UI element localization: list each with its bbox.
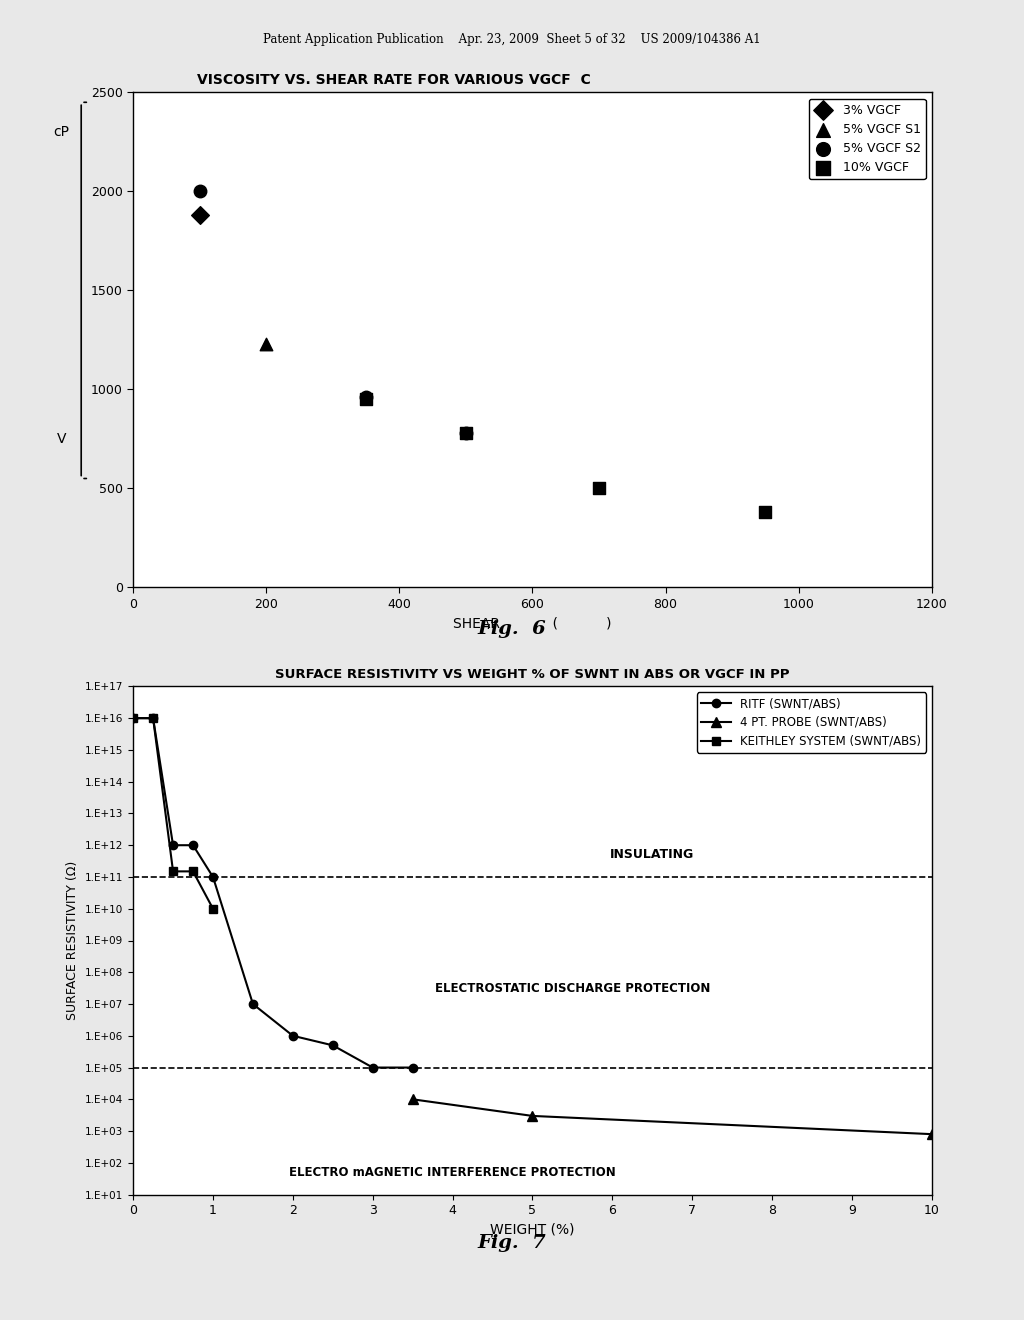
RITF (SWNT/ABS) (127, 710, 139, 726)
Text: V: V (56, 432, 66, 446)
5% VGCF S2 (191, 181, 208, 202)
KEITHLEY SYSTEM (SWNT/ABS) (186, 863, 199, 879)
X-axis label: WEIGHT (%): WEIGHT (%) (490, 1222, 574, 1237)
4 PT. PROBE (SWNT/ABS) (526, 1107, 539, 1123)
KEITHLEY SYSTEM (SWNT/ABS) (147, 710, 160, 726)
Text: ELECTRO mAGNETIC INTERFERENCE PROTECTION: ELECTRO mAGNETIC INTERFERENCE PROTECTION (289, 1166, 616, 1179)
Text: cP: cP (53, 125, 70, 139)
Text: INSULATING: INSULATING (610, 849, 694, 861)
Text: Fig.  6: Fig. 6 (477, 620, 547, 639)
Line: KEITHLEY SYSTEM (SWNT/ABS): KEITHLEY SYSTEM (SWNT/ABS) (129, 714, 217, 913)
Y-axis label: SURFACE RESISTIVITY (Ω): SURFACE RESISTIVITY (Ω) (67, 861, 80, 1020)
RITF (SWNT/ABS) (147, 710, 160, 726)
RITF (SWNT/ABS) (186, 837, 199, 853)
4 PT. PROBE (SWNT/ABS) (926, 1126, 938, 1142)
10% VGCF (758, 502, 774, 523)
Line: RITF (SWNT/ABS): RITF (SWNT/ABS) (129, 714, 417, 1072)
Text: Patent Application Publication    Apr. 23, 2009  Sheet 5 of 32    US 2009/104386: Patent Application Publication Apr. 23, … (263, 33, 761, 46)
RITF (SWNT/ABS) (247, 997, 259, 1012)
5% VGCF S2 (358, 387, 375, 408)
KEITHLEY SYSTEM (SWNT/ABS) (127, 710, 139, 726)
3% VGCF (191, 205, 208, 226)
10% VGCF (358, 388, 375, 409)
Title: SURFACE RESISTIVITY VS WEIGHT % OF SWNT IN ABS OR VGCF IN PP: SURFACE RESISTIVITY VS WEIGHT % OF SWNT … (275, 668, 790, 681)
10% VGCF (591, 478, 607, 499)
RITF (SWNT/ABS) (207, 869, 219, 884)
Text: Fig.  7: Fig. 7 (477, 1234, 547, 1253)
RITF (SWNT/ABS) (367, 1060, 379, 1076)
4 PT. PROBE (SWNT/ABS) (407, 1092, 419, 1107)
RITF (SWNT/ABS) (287, 1028, 299, 1044)
KEITHLEY SYSTEM (SWNT/ABS) (167, 863, 179, 879)
RITF (SWNT/ABS) (327, 1038, 339, 1053)
Text: VISCOSITY VS. SHEAR RATE FOR VARIOUS VGCF  C: VISCOSITY VS. SHEAR RATE FOR VARIOUS VGC… (197, 73, 591, 87)
Line: 4 PT. PROBE (SWNT/ABS): 4 PT. PROBE (SWNT/ABS) (408, 1094, 937, 1139)
Legend: 3% VGCF, 5% VGCF S1, 5% VGCF S2, 10% VGCF: 3% VGCF, 5% VGCF S1, 5% VGCF S2, 10% VGC… (809, 99, 926, 180)
5% VGCF S2 (458, 422, 474, 444)
10% VGCF (458, 422, 474, 444)
Legend: RITF (SWNT/ABS), 4 PT. PROBE (SWNT/ABS), KEITHLEY SYSTEM (SWNT/ABS): RITF (SWNT/ABS), 4 PT. PROBE (SWNT/ABS),… (696, 692, 926, 752)
5% VGCF S1 (258, 333, 274, 354)
RITF (SWNT/ABS) (407, 1060, 419, 1076)
RITF (SWNT/ABS) (167, 837, 179, 853)
X-axis label: SHEAR            (           ): SHEAR ( ) (454, 616, 611, 631)
KEITHLEY SYSTEM (SWNT/ABS) (207, 900, 219, 916)
Text: ELECTROSTATIC DISCHARGE PROTECTION: ELECTROSTATIC DISCHARGE PROTECTION (435, 982, 710, 995)
